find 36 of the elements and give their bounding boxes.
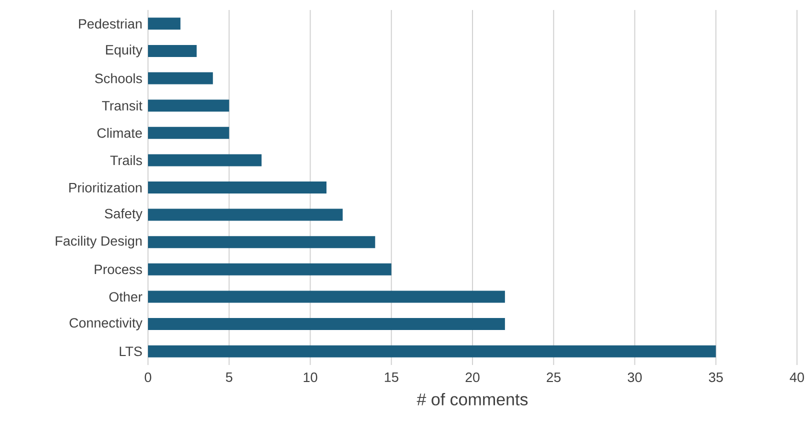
bar (148, 236, 376, 248)
y-tick-label: Climate (97, 128, 142, 138)
y-tick-label: Transit (102, 100, 142, 111)
bar (148, 263, 392, 276)
y-tick-label: LTS (120, 346, 142, 356)
y-tick-label: Equity (106, 44, 142, 58)
bar (148, 290, 505, 303)
bar (148, 100, 230, 112)
x-axis-title: # of comments (416, 392, 528, 406)
x-tick-label: 40 (790, 372, 804, 382)
y-tick-label: Facility Design (56, 236, 142, 248)
y-tick-label: Connectivity (70, 318, 142, 330)
x-tick-label: 30 (628, 372, 642, 382)
y-tick-label: Trails (110, 155, 142, 166)
x-tick-label: 10 (304, 372, 318, 382)
x-tick-label: 15 (384, 372, 398, 382)
bar (148, 126, 230, 139)
bar (148, 72, 213, 84)
y-tick-label: Schools (95, 73, 142, 84)
bar (148, 44, 197, 57)
x-tick-label: 25 (546, 372, 561, 382)
bar (148, 154, 262, 166)
bar (148, 18, 180, 30)
x-tick-label: 20 (466, 372, 480, 382)
y-tick-label: Pedestrian (79, 18, 142, 29)
bar (148, 345, 716, 358)
x-tick-label: 0 (144, 372, 152, 382)
y-tick-label: Process (94, 264, 142, 274)
y-tick-label: Other (109, 292, 142, 302)
x-tick-label: 35 (708, 372, 723, 382)
bar (148, 318, 505, 330)
x-tick-label: 5 (226, 372, 232, 382)
y-tick-label: Safety (104, 208, 142, 222)
bar (148, 208, 343, 221)
y-tick-label: Prioritization (69, 182, 142, 192)
bar (148, 182, 326, 194)
